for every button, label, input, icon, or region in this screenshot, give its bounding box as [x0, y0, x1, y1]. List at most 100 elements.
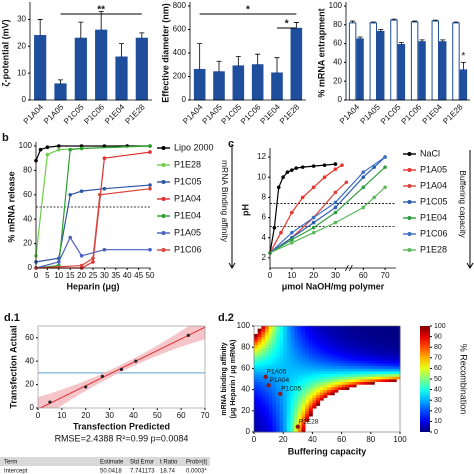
- legend-label: P1C05: [420, 196, 448, 206]
- heatmap-cell: [345, 386, 350, 390]
- heatmap-cell: [301, 363, 306, 367]
- heatmap-cell: [308, 402, 313, 406]
- heatmap-cell: [341, 376, 346, 380]
- error-bar: [419, 39, 425, 42]
- heatmap-cell: [283, 341, 288, 345]
- heatmap-cell: [363, 328, 368, 332]
- data-point: [266, 383, 271, 388]
- heatmap-cell: [330, 333, 335, 337]
- significance: **: [97, 5, 105, 16]
- x-tick-label: 10: [287, 271, 296, 280]
- heatmap-cell: [294, 371, 299, 375]
- heatmap-cell: [268, 421, 273, 425]
- x-tick-label: P1A04: [181, 102, 205, 126]
- data-point: [68, 193, 72, 197]
- heatmap-cell: [341, 384, 346, 388]
- heatmap-cell: [257, 402, 262, 406]
- heatmap-cell: [308, 339, 313, 343]
- heatmap-cell: [301, 381, 306, 385]
- heatmap-cell: [308, 365, 313, 369]
- heatmap-cell: [389, 373, 394, 377]
- heatmap-cell: [261, 405, 266, 409]
- y-tick-label: 20: [25, 380, 34, 389]
- heatmap-cell: [330, 360, 335, 364]
- heatmap-cell: [312, 402, 317, 406]
- heatmap-cell: [392, 363, 397, 367]
- heatmap-cell: [341, 339, 346, 343]
- heatmap-cell: [312, 341, 317, 345]
- heatmap-cell: [392, 368, 397, 372]
- heatmap-cell: [385, 360, 390, 364]
- significance: *: [461, 51, 465, 62]
- heatmap-cell: [268, 376, 273, 380]
- heatmap-cell: [345, 373, 350, 377]
- heatmap-cell: [261, 426, 266, 430]
- heatmap-cell: [272, 381, 277, 385]
- heatmap-cell: [294, 405, 299, 409]
- heatmap-cell: [316, 397, 321, 401]
- heatmap-cell: [327, 331, 332, 335]
- heatmap-cell: [261, 402, 266, 406]
- heatmap-cell: [396, 328, 401, 332]
- heatmap-cell: [268, 413, 273, 417]
- heatmap-cell: [312, 400, 317, 404]
- data-point: [148, 150, 152, 154]
- heatmap-cell: [254, 336, 259, 340]
- heatmap-cell: [290, 373, 295, 377]
- heatmap-cell: [334, 326, 339, 330]
- heatmap-cell: [290, 326, 295, 330]
- heatmap-cell: [385, 347, 390, 351]
- heatmap-cell: [286, 339, 291, 343]
- y-axis-title: Transfection Actual: [8, 325, 18, 408]
- y-axis-title: mRNA binding affinity: [221, 342, 228, 415]
- heatmap-cell: [319, 326, 324, 330]
- heatmap-cell: [389, 326, 394, 330]
- bar: [193, 68, 206, 101]
- heatmap-cell: [334, 376, 339, 380]
- heatmap-cell: [268, 341, 273, 345]
- heatmap-cell: [316, 381, 321, 385]
- heatmap-cell: [272, 397, 277, 401]
- heatmap-cell: [378, 376, 383, 380]
- heatmap-cell: [389, 347, 394, 351]
- heatmap-cell: [334, 341, 339, 345]
- legend-marker: [161, 146, 166, 150]
- heatmap-cell: [308, 381, 313, 385]
- heatmap-cell: [319, 381, 324, 385]
- significance: *: [285, 19, 289, 30]
- heatmap-cell: [319, 347, 324, 351]
- legend-label: Lipo 2000: [174, 142, 214, 152]
- heatmap-cell: [378, 344, 383, 348]
- heatmap-cell: [290, 389, 295, 393]
- x-tick-label: 10: [57, 411, 66, 420]
- heatmap-cell: [264, 397, 269, 401]
- heatmap-cell: [261, 421, 266, 425]
- heatmap-cell: [385, 331, 390, 335]
- heatmap-cell: [319, 376, 324, 380]
- heatmap-cell: [297, 381, 302, 385]
- y-tick-label: 30: [17, 15, 26, 24]
- heatmap-cell: [305, 405, 310, 409]
- heatmap-cell: [396, 355, 401, 359]
- heatmap-cell: [305, 328, 310, 332]
- heatmap-cell: [272, 402, 277, 406]
- heatmap-cell: [254, 352, 259, 356]
- heatmap-cell: [257, 429, 262, 433]
- heatmap-cell: [268, 408, 273, 412]
- heatmap-cell: [283, 386, 288, 390]
- heatmap-cell: [359, 371, 364, 375]
- heatmap-cell: [290, 376, 295, 380]
- heatmap-cell: [297, 326, 302, 330]
- colorbar-tick-label: 100: [434, 323, 446, 330]
- data-point: [311, 220, 316, 225]
- heatmap-cell: [275, 386, 280, 390]
- heatmap-cell: [257, 405, 262, 409]
- heatmap-cell: [396, 326, 401, 330]
- heatmap-cell: [363, 363, 368, 367]
- heatmap-cell: [345, 381, 350, 385]
- heatmap-cell: [301, 410, 306, 414]
- heatmap-cell: [279, 360, 284, 364]
- heatmap-cell: [305, 339, 310, 343]
- heatmap-cell: [370, 381, 375, 385]
